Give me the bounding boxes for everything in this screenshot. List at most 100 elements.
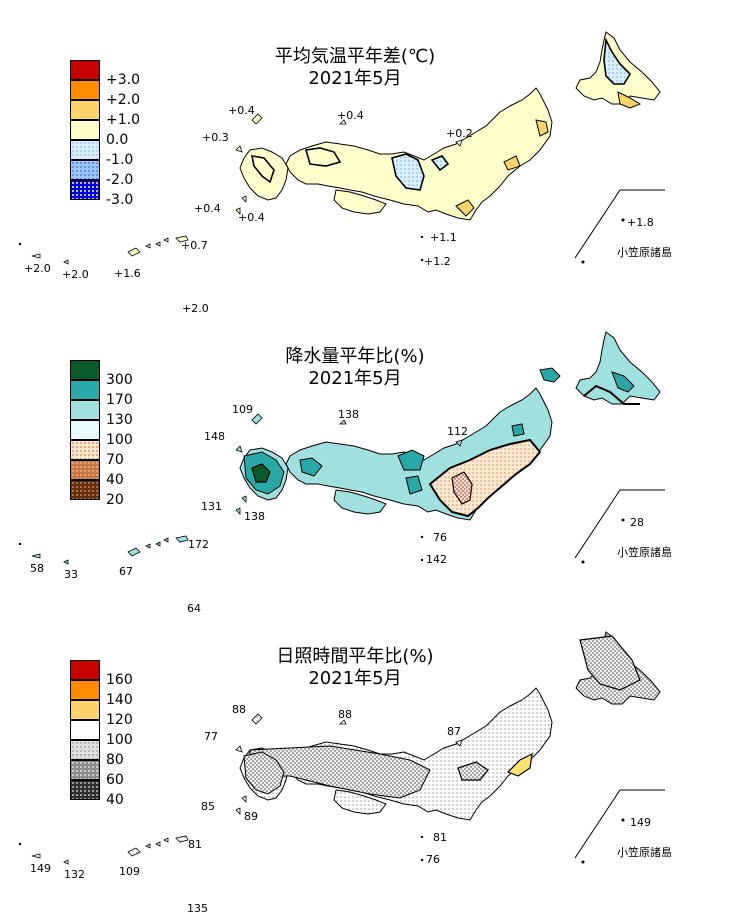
legend-swatch [70, 480, 100, 500]
legend-label: 130 [106, 412, 133, 428]
station-value-yonaguni: +2.0 [24, 262, 51, 275]
very-wet-zone [251, 463, 271, 483]
station-value-ishigaki: 33 [64, 568, 78, 581]
island [63, 559, 69, 565]
station-value-nw-island: 88 [232, 703, 246, 716]
legend-label: 80 [106, 752, 124, 768]
legend-swatch [70, 80, 100, 100]
station-value-nw-island: +0.4 [228, 104, 255, 117]
legend-label: 20 [106, 492, 124, 508]
station-value-yonaguni: 149 [30, 862, 51, 875]
station-value-daito: +2.0 [182, 302, 209, 315]
ogasawara-island-dot [621, 518, 625, 522]
legend-label: +1.0 [106, 112, 140, 128]
legend-swatch [70, 120, 100, 140]
map-title-line2: 2021年5月 [308, 68, 402, 89]
island [155, 841, 161, 847]
legend-swatch [70, 780, 100, 800]
island [145, 543, 151, 549]
station-value-izu2: 142 [426, 553, 447, 566]
legend-swatch [70, 700, 100, 720]
station-value-yonaguni: 58 [30, 562, 44, 575]
island [251, 113, 263, 125]
ogasawara-dot [581, 860, 585, 864]
ogasawara-label: 小笠原諸島 [617, 846, 672, 859]
island [251, 713, 263, 725]
inset-border [574, 189, 665, 259]
station-value-ishigaki: 132 [64, 868, 85, 881]
shikoku-region [333, 189, 387, 215]
warm-zone [503, 155, 521, 171]
legend-label: 120 [106, 712, 133, 728]
station-value-ishigaki: +2.0 [62, 268, 89, 281]
warm-zone [455, 199, 475, 217]
cool-zone [250, 155, 275, 184]
map-title-line2: 2021年5月 [308, 368, 402, 389]
legend-swatch [70, 760, 100, 780]
station-value-koshiki: +0.4 [238, 211, 265, 224]
legend-swatch [70, 720, 100, 740]
izu-island-dot [420, 858, 424, 862]
legend-swatch [70, 180, 100, 200]
island [145, 243, 151, 249]
legend-swatch [70, 660, 100, 680]
legend-label: -1.0 [106, 152, 134, 168]
dry-zone [451, 471, 473, 505]
station-value-west: 148 [204, 430, 225, 443]
legend-swatch [70, 740, 100, 760]
cool-zone [430, 155, 450, 172]
island [235, 207, 241, 215]
station-value-koshiki: 138 [244, 510, 265, 523]
japan-map [18, 331, 665, 565]
station-value-daito: 64 [187, 602, 201, 615]
legend-label: 300 [106, 372, 133, 388]
station-value-sea-island: +0.4 [337, 109, 364, 122]
map-title: 平均気温平年差(℃) 2021年5月 [255, 46, 455, 90]
legend-swatch [70, 100, 100, 120]
island [235, 807, 241, 815]
legend-label: -3.0 [106, 192, 134, 208]
station-value-ogasawara: 28 [630, 516, 644, 529]
island [127, 847, 141, 857]
legend-label: 60 [106, 772, 124, 788]
station-value-koshiki: 89 [244, 810, 258, 823]
station-value-north-tohoku: 112 [447, 425, 468, 438]
map-title-line1: 日照時間平年比(%) [276, 646, 434, 667]
island [455, 739, 463, 747]
station-value-sea-island: 138 [338, 408, 359, 421]
izu-island-dot [420, 535, 424, 539]
station-value-okinawa: 109 [119, 865, 140, 878]
island [31, 553, 41, 559]
yonaguni-dot [18, 542, 22, 546]
island [235, 745, 243, 753]
island [155, 541, 161, 547]
legend-label: +2.0 [106, 92, 140, 108]
island [455, 139, 463, 147]
station-value-west: +0.3 [202, 131, 229, 144]
island [339, 119, 347, 125]
warm-zone [617, 91, 642, 109]
ogasawara-label: 小笠原諸島 [617, 246, 672, 259]
station-value-north-tohoku: +0.2 [446, 127, 473, 140]
station-value-north-tohoku: 87 [447, 725, 461, 738]
legend-swatch [70, 360, 100, 380]
legend-label: +3.0 [106, 72, 140, 88]
legend-label: 160 [106, 672, 133, 688]
station-value-okinawa: +1.6 [114, 267, 141, 280]
legend-swatch [70, 440, 100, 460]
station-value-izu2: +1.2 [424, 255, 451, 268]
japan-map [18, 631, 665, 865]
izu-island-dot [420, 258, 424, 262]
shikoku-region [333, 489, 387, 515]
warm-zone [535, 119, 549, 137]
station-value-goto: +0.4 [194, 202, 221, 215]
map-title: 日照時間平年比(%) 2021年5月 [255, 646, 455, 690]
station-value-nw-island: 109 [232, 403, 253, 416]
japan-map [18, 31, 665, 265]
island [241, 195, 247, 203]
map-title-line1: 平均気温平年差(℃) [274, 46, 436, 67]
precipitation-panel: 降水量平年比(%) 2021年5月 300 170 130 100 70 40 20 109 138… [0, 300, 750, 615]
station-value-izu1: 81 [433, 831, 447, 844]
legend-swatch [70, 460, 100, 480]
island [63, 259, 69, 265]
